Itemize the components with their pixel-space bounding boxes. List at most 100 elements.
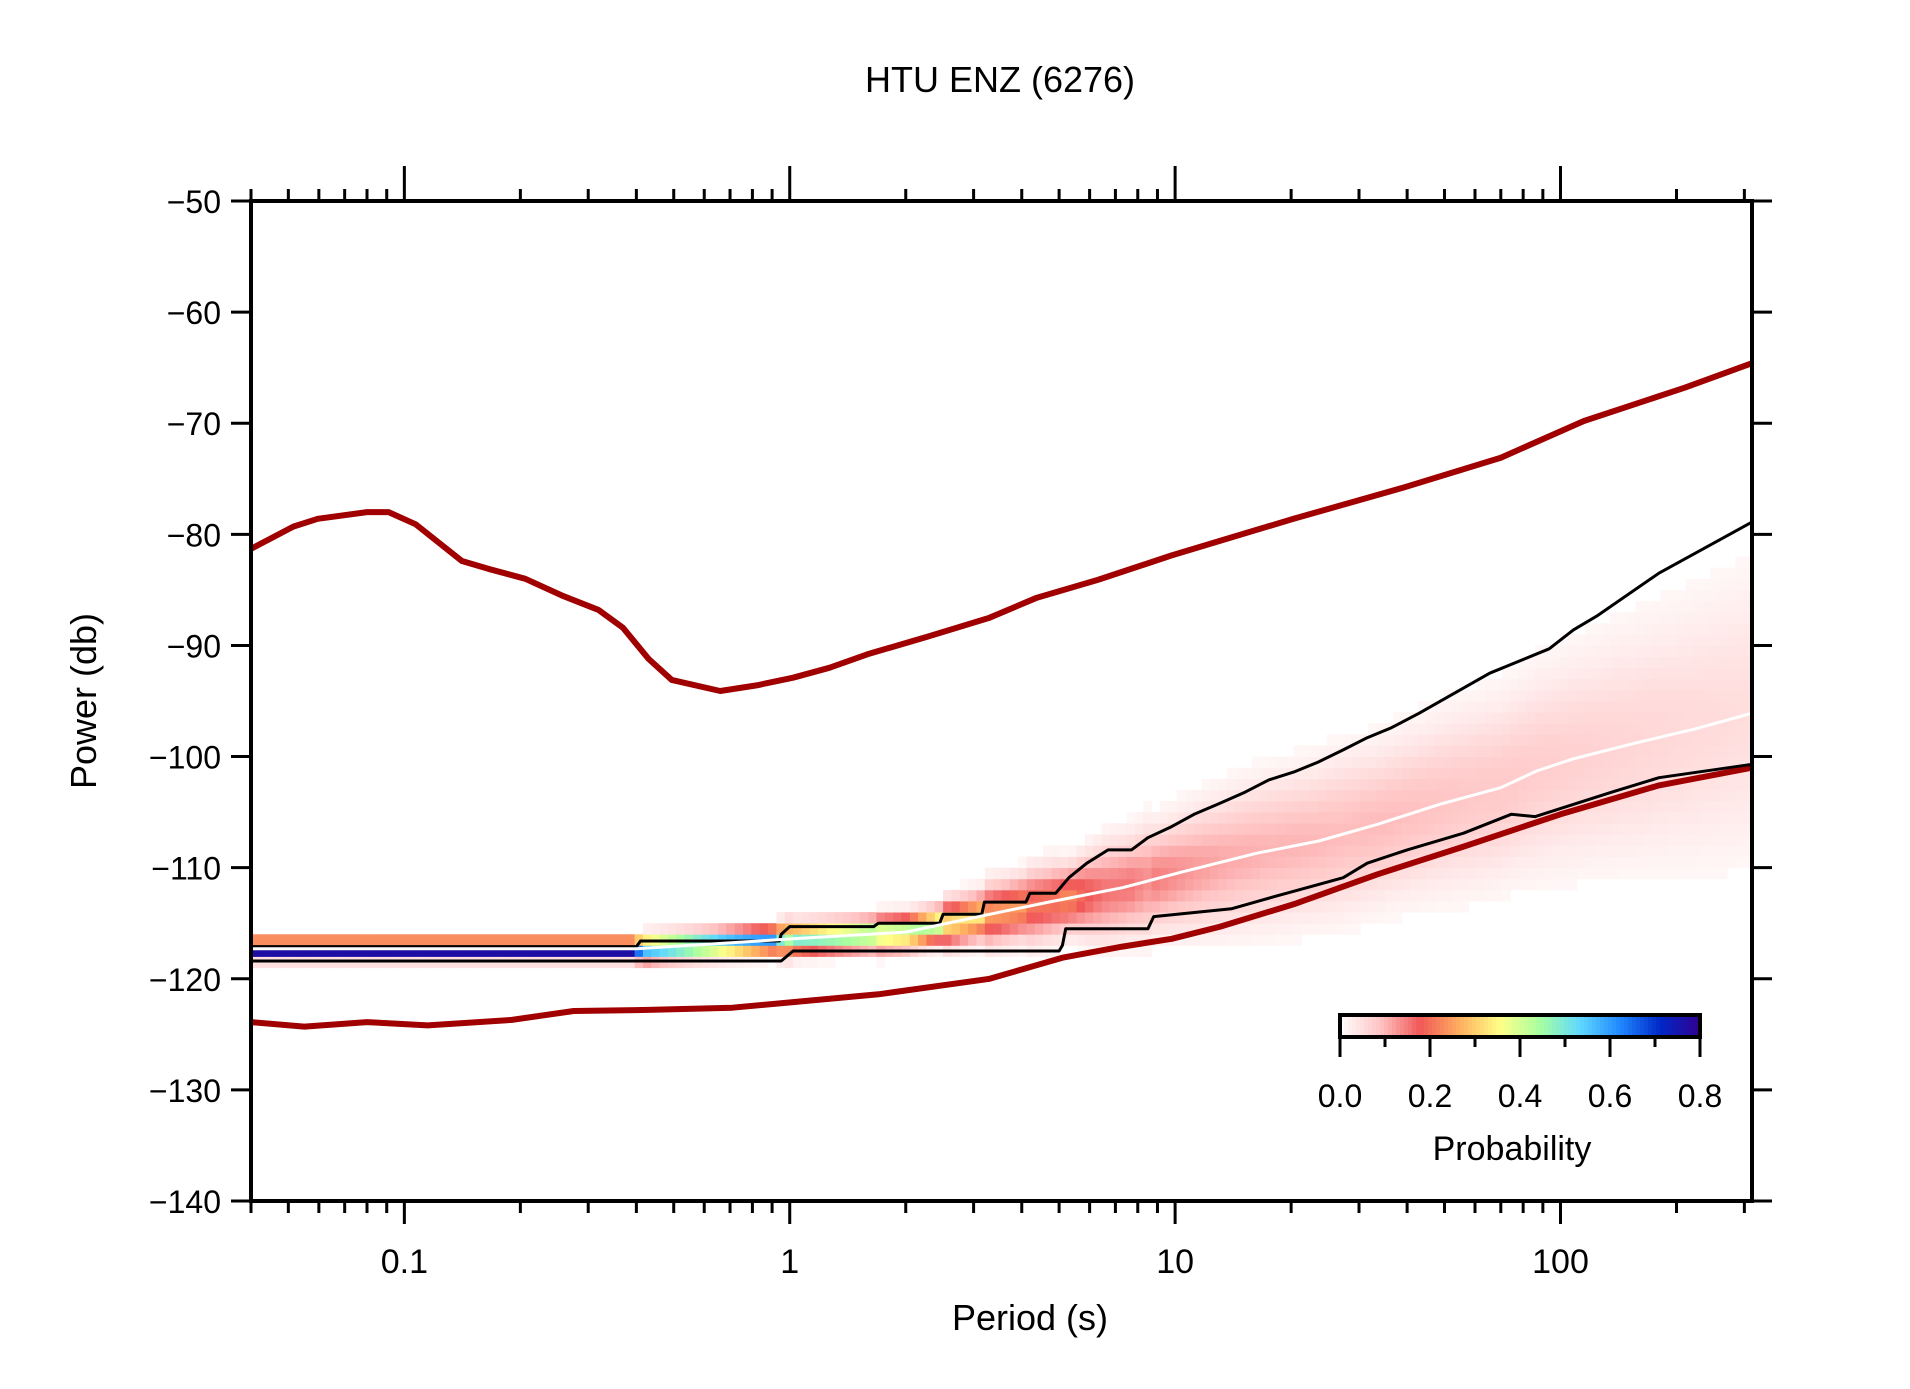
density-cell xyxy=(1451,889,1461,902)
density-cell xyxy=(1343,767,1353,780)
density-cell xyxy=(1285,889,1294,902)
density-cell xyxy=(592,945,602,957)
density-cell xyxy=(1677,801,1686,813)
colorbar-swatch xyxy=(1644,1015,1649,1037)
colorbar-swatch xyxy=(1616,1015,1621,1037)
density-cell xyxy=(1385,778,1394,791)
density-cell xyxy=(1493,812,1503,824)
density-cell xyxy=(1626,678,1636,691)
density-cell xyxy=(1651,712,1661,724)
colorbar-swatch xyxy=(1340,1015,1345,1037)
density-cell xyxy=(1451,801,1461,813)
colorbar-swatch xyxy=(1636,1015,1641,1037)
density-cell xyxy=(1743,745,1753,757)
density-cell xyxy=(1243,778,1253,791)
density-cell xyxy=(1176,878,1186,891)
density-cell xyxy=(1593,823,1603,835)
density-cell xyxy=(1710,667,1720,680)
density-cell xyxy=(284,945,294,957)
density-cell xyxy=(1109,823,1119,835)
density-cell xyxy=(1501,889,1511,902)
density-cell xyxy=(1585,789,1595,802)
density-cell xyxy=(1685,601,1695,613)
density-cell xyxy=(1677,745,1686,757)
density-cell xyxy=(1643,778,1653,791)
density-cell xyxy=(1126,889,1136,902)
density-cell xyxy=(1651,867,1661,880)
density-cell xyxy=(984,934,994,946)
density-cell xyxy=(1243,801,1253,813)
density-cell xyxy=(1401,778,1411,791)
density-cell xyxy=(1568,878,1578,891)
density-cell xyxy=(626,945,636,957)
density-cell xyxy=(851,934,861,946)
density-cell xyxy=(1034,867,1044,880)
density-cell xyxy=(1727,645,1736,657)
density-cell xyxy=(1460,801,1469,813)
density-cell xyxy=(1243,856,1253,869)
density-cell xyxy=(1526,745,1536,757)
density-cell xyxy=(1727,601,1736,613)
density-cell xyxy=(1076,912,1086,924)
density-cell xyxy=(1376,812,1386,824)
density-cell xyxy=(1568,867,1578,880)
density-cell xyxy=(809,934,819,946)
density-cell xyxy=(1510,834,1520,846)
density-cell xyxy=(1568,756,1578,769)
density-cell xyxy=(1009,889,1019,902)
density-cell xyxy=(1285,778,1294,791)
density-cell xyxy=(1051,912,1061,924)
density-cell xyxy=(951,923,961,935)
density-cell xyxy=(1451,834,1461,846)
density-cell xyxy=(534,945,544,957)
density-cell xyxy=(1710,601,1720,613)
density-cell xyxy=(1109,867,1119,880)
density-cell xyxy=(876,956,886,969)
density-cell xyxy=(1626,701,1636,713)
density-cell xyxy=(1677,601,1686,613)
density-cell xyxy=(1518,678,1528,691)
density-cell xyxy=(1143,889,1153,902)
density-cell xyxy=(1410,878,1419,891)
density-cell xyxy=(1743,578,1753,591)
density-cell xyxy=(1093,901,1103,913)
density-cell xyxy=(292,945,302,957)
density-cell xyxy=(1218,778,1228,791)
density-cell xyxy=(968,889,977,902)
density-cell xyxy=(1485,745,1495,757)
density-cell xyxy=(1601,645,1611,657)
density-cell xyxy=(1276,767,1286,780)
density-cell xyxy=(726,945,736,957)
density-cell xyxy=(626,934,636,946)
density-cell xyxy=(1276,878,1286,891)
density-cell xyxy=(1718,834,1728,846)
density-cell xyxy=(1435,778,1444,791)
density-cell xyxy=(1393,734,1403,746)
density-cell xyxy=(1368,901,1378,913)
density-cell xyxy=(1093,834,1103,846)
y-tick-label: −130 xyxy=(149,1073,221,1109)
density-cell xyxy=(943,912,952,924)
density-cell xyxy=(1385,912,1394,924)
density-cell xyxy=(1301,778,1311,791)
density-cell xyxy=(1601,756,1611,769)
density-cell xyxy=(1268,878,1278,891)
density-cell xyxy=(1526,678,1536,691)
density-cell xyxy=(1026,923,1036,935)
density-cell xyxy=(1443,801,1453,813)
density-cell xyxy=(1685,789,1695,802)
density-cell xyxy=(1610,623,1620,635)
colorbar-swatch xyxy=(1364,1015,1369,1037)
density-cell xyxy=(1326,901,1336,913)
density-cell xyxy=(1635,601,1645,613)
density-cell xyxy=(984,923,994,935)
density-cell xyxy=(1510,701,1520,713)
density-cell xyxy=(1518,801,1528,813)
density-cell xyxy=(1385,756,1394,769)
density-cell xyxy=(1743,612,1753,624)
density-cell xyxy=(1226,867,1236,880)
density-cell xyxy=(1368,767,1378,780)
density-cell xyxy=(1476,823,1486,835)
density-cell xyxy=(1185,867,1194,880)
density-cell xyxy=(1009,867,1019,880)
